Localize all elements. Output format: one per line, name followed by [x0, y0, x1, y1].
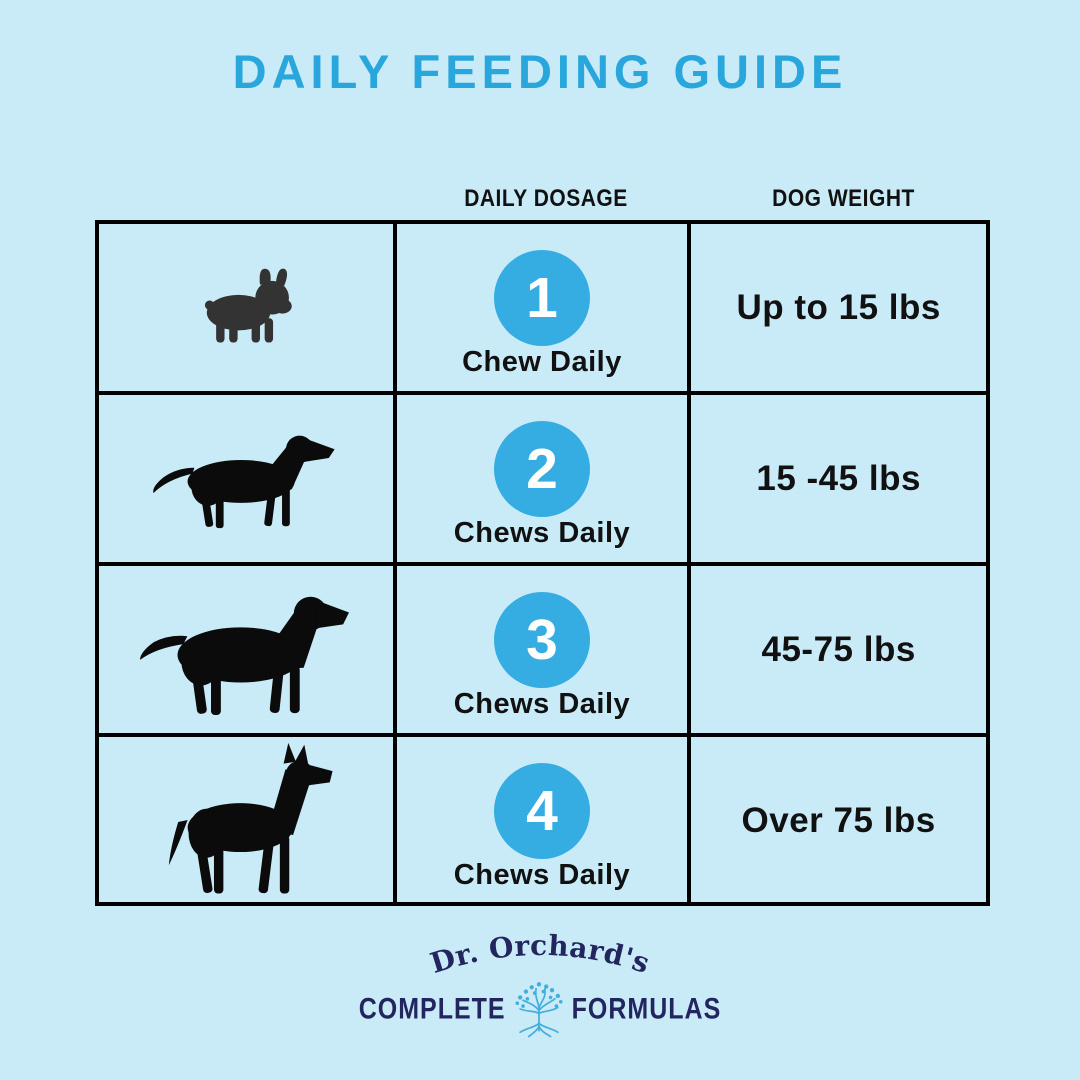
- feeding-table: 1 Chew Daily Up to 15 lbs: [95, 220, 990, 906]
- weight-text: Up to 15 lbs: [736, 287, 941, 327]
- brand-name: Dr. Orchard's: [426, 929, 653, 980]
- dose-label: Chews Daily: [453, 517, 631, 549]
- weight-cell-row2: 15 -45 lbs: [691, 395, 986, 566]
- dosage-cell-row3: 3 Chews Daily: [396, 566, 692, 737]
- weight-cell-row3: 45-75 lbs: [691, 566, 986, 737]
- dose-label: Chews Daily: [453, 688, 631, 720]
- dog-image-cell-row2: [99, 395, 397, 566]
- weight-cell-row4: Over 75 lbs: [691, 737, 986, 904]
- dose-number: 4: [526, 778, 558, 843]
- brand-subline: COMPLETE: [359, 978, 722, 1040]
- dose-number: 3: [526, 607, 558, 672]
- dog-image-cell-row4: [99, 737, 397, 904]
- dose-number: 1: [526, 265, 558, 330]
- dog-image-cell-row1: [99, 224, 397, 395]
- column-header-daily-dosage: DAILY DOSAGE: [464, 185, 628, 212]
- dose-count-badge: 3: [493, 592, 590, 688]
- labrador-icon: [139, 596, 349, 715]
- weight-text: Over 75 lbs: [741, 800, 936, 840]
- dose-label: Chew Daily: [462, 346, 622, 378]
- brand-logo: Dr. Orchard's COMPLETE: [0, 926, 1080, 1040]
- dosage-cell-row1: 1 Chew Daily: [396, 224, 692, 395]
- weight-text: 15 -45 lbs: [756, 458, 921, 498]
- brand-arc-text: Dr. Orchard's: [426, 929, 653, 980]
- weight-text: 45-75 lbs: [761, 629, 916, 669]
- brand-word-complete: COMPLETE: [358, 991, 506, 1026]
- dose-label: Chews Daily: [453, 859, 631, 891]
- weight-cell-row1: Up to 15 lbs: [691, 224, 986, 395]
- great-dane-icon: [169, 742, 333, 893]
- dosage-cell-row4: 4 Chews Daily: [397, 737, 692, 904]
- dog-image-cell-row3: [99, 566, 397, 737]
- french-bulldog-icon: [204, 268, 292, 343]
- dose-number: 2: [526, 436, 558, 501]
- medium-dog-icon: [153, 435, 335, 528]
- dose-count-badge: 2: [493, 421, 590, 517]
- page-title: DAILY FEEDING GUIDE: [232, 45, 848, 98]
- brand-word-formulas: FORMULAS: [571, 991, 722, 1026]
- column-header-dog-weight: DOG WEIGHT: [772, 185, 915, 212]
- dosage-cell-row2: 2 Chews Daily: [396, 395, 692, 566]
- dose-count-badge: 1: [493, 250, 590, 346]
- svg-text:Dr. Orchard's: Dr. Orchard's: [426, 929, 653, 980]
- tree-icon: [515, 982, 563, 1038]
- dose-count-badge: 4: [493, 763, 590, 859]
